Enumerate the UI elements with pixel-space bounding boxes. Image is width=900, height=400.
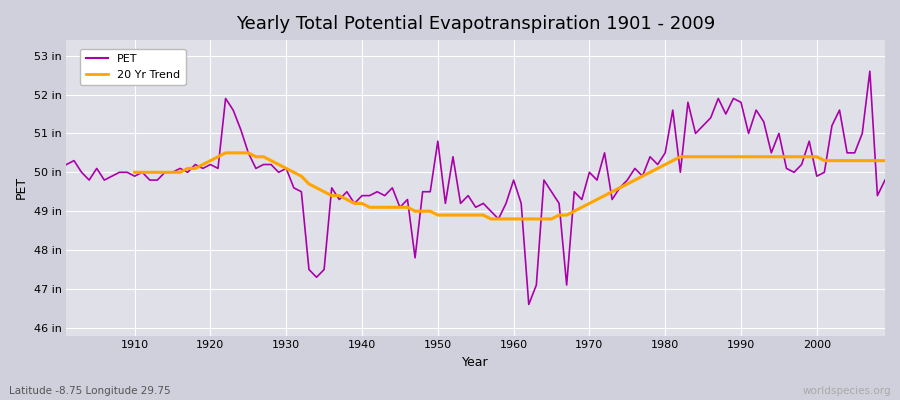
Text: Latitude -8.75 Longitude 29.75: Latitude -8.75 Longitude 29.75 <box>9 386 171 396</box>
Y-axis label: PET: PET <box>15 176 28 200</box>
Legend: PET, 20 Yr Trend: PET, 20 Yr Trend <box>80 49 185 85</box>
Text: worldspecies.org: worldspecies.org <box>803 386 891 396</box>
X-axis label: Year: Year <box>463 356 489 369</box>
Title: Yearly Total Potential Evapotranspiration 1901 - 2009: Yearly Total Potential Evapotranspiratio… <box>236 15 716 33</box>
